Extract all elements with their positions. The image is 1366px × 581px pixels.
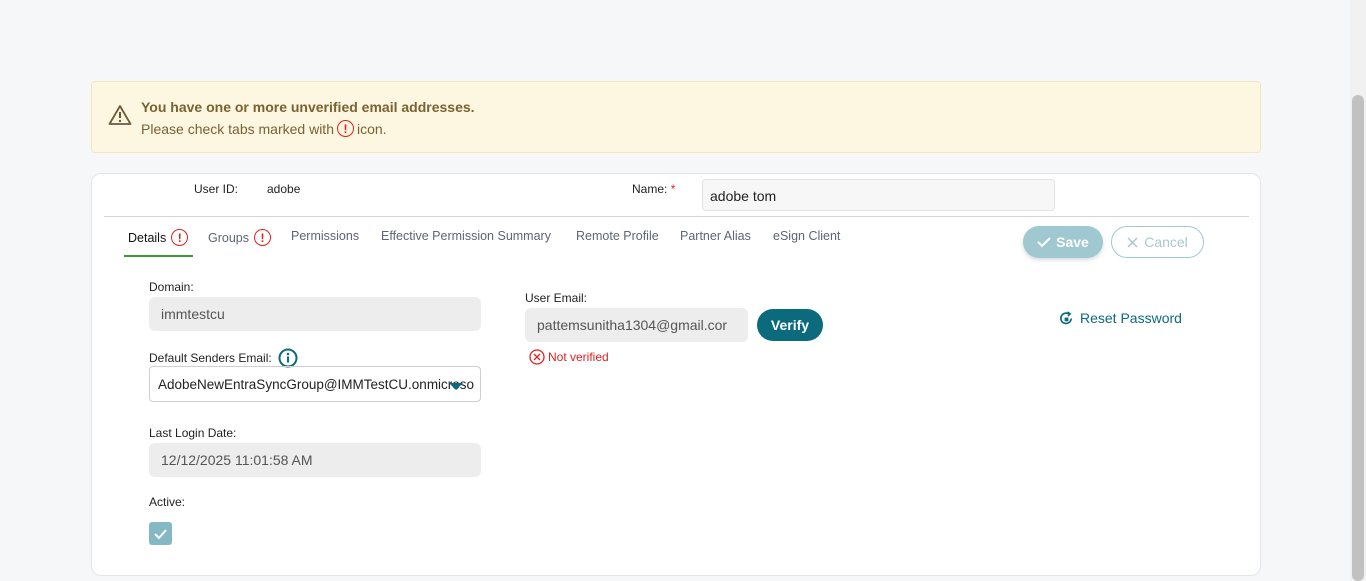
scrollbar[interactable]	[1350, 0, 1366, 581]
reset-icon	[1060, 310, 1073, 324]
name-input[interactable]: adobe tom	[702, 179, 1055, 211]
check-icon	[1037, 237, 1051, 248]
user-id-label: User ID:	[194, 182, 239, 196]
default-senders-value: AdobeNewEntraSyncGroup@IMMTestCU.onmicro…	[158, 377, 475, 392]
divider	[104, 216, 1249, 217]
tab-effective-permission-summary[interactable]: Effective Permission Summary	[381, 229, 551, 243]
tab-esign-client[interactable]: eSign Client	[773, 229, 841, 243]
reset-password-label: Reset Password	[1080, 310, 1182, 326]
tab-groups[interactable]: Groups!	[208, 229, 271, 246]
cancel-label: Cancel	[1144, 234, 1188, 250]
user-id-value: adobe	[267, 182, 301, 196]
tab-remote-profile[interactable]: Remote Profile	[576, 229, 659, 243]
banner-message-text: Please check tabs marked with	[141, 120, 334, 137]
banner-title: You have one or more unverified email ad…	[141, 99, 475, 115]
tab-details[interactable]: Details!	[128, 229, 189, 246]
user-email-field: pattemsunitha1304@gmail.cor	[525, 308, 748, 342]
save-button[interactable]: Save	[1023, 226, 1103, 258]
save-label: Save	[1056, 234, 1089, 250]
not-verified-text: Not verified	[548, 350, 609, 364]
exclamation-circle-icon: !	[336, 120, 354, 137]
domain-field: immtestcu	[149, 297, 481, 331]
required-mark: *	[670, 182, 676, 196]
active-label: Active:	[149, 495, 186, 509]
verify-button[interactable]: Verify	[757, 309, 823, 341]
user-email-label: User Email:	[525, 291, 588, 305]
name-label: Name: *	[632, 182, 675, 196]
active-tab-indicator	[124, 255, 193, 257]
banner-message-text-end: icon.	[356, 120, 387, 137]
check-icon	[154, 528, 167, 539]
user-details-card: User ID: adobe Name: * adobe tom Details…	[91, 173, 1261, 576]
tab-permissions[interactable]: Permissions	[291, 229, 360, 243]
last-login-label: Last Login Date:	[149, 426, 237, 440]
tab-label: Groups	[208, 230, 249, 245]
unverified-email-banner: You have one or more unverified email ad…	[91, 81, 1261, 153]
dropdown-caret-icon	[449, 383, 463, 390]
tab-label: Details	[128, 230, 167, 245]
scrollbar-thumb[interactable]	[1352, 95, 1364, 581]
active-checkbox[interactable]	[149, 522, 172, 545]
exclamation-circle-icon: !	[254, 229, 271, 246]
info-icon[interactable]	[278, 348, 298, 368]
reset-password-link[interactable]: Reset Password	[1059, 310, 1182, 326]
default-senders-select[interactable]: AdobeNewEntraSyncGroup@IMMTestCU.onmicro…	[149, 366, 481, 402]
tab-partner-alias[interactable]: Partner Alias	[680, 229, 751, 243]
cancel-button[interactable]: Cancel	[1111, 226, 1204, 258]
close-icon	[1127, 236, 1138, 248]
exclamation-circle-icon: !	[171, 229, 189, 246]
domain-label: Domain:	[149, 280, 194, 294]
last-login-field: 12/12/2025 11:01:58 AM	[149, 443, 481, 477]
warning-triangle-icon	[108, 104, 132, 131]
banner-message: Please check tabs marked with ! icon.	[141, 120, 387, 137]
name-label-text: Name:	[632, 182, 668, 196]
error-circle-icon	[529, 349, 545, 365]
default-senders-label-text: Default Senders Email:	[149, 351, 272, 365]
default-senders-label: Default Senders Email:	[149, 348, 298, 368]
not-verified-status: Not verified	[529, 349, 609, 365]
